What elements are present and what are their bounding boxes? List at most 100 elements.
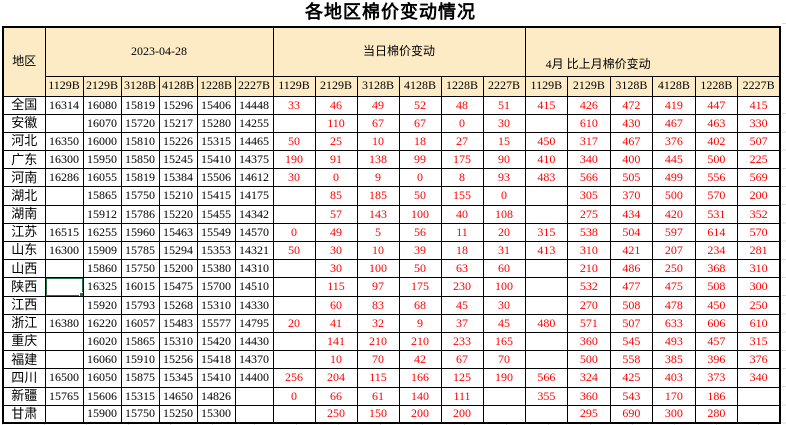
cell-price[interactable]: 15245 [158,150,198,170]
cell-daily[interactable]: 100 [398,204,442,224]
cell-monthly[interactable]: 300 [652,404,696,424]
col-header-2227B[interactable]: 2227B [234,75,274,97]
cell-price[interactable]: 14795 [234,313,274,333]
cell-monthly[interactable]: 606 [694,313,739,333]
cell-daily[interactable]: 49 [356,95,400,115]
cell-monthly[interactable] [524,259,569,279]
cell-monthly[interactable] [737,386,781,406]
cell-daily[interactable]: 30 [272,168,316,188]
cell-monthly[interactable]: 614 [694,222,739,243]
cell-price[interactable]: 14175 [234,186,274,206]
cell-daily[interactable]: 30 [482,295,526,315]
cell-daily[interactable] [272,113,316,133]
cell-monthly[interactable]: 310 [737,259,781,279]
cell-monthly[interactable]: 531 [694,204,739,224]
col-header-1129B[interactable]: 1129B [272,75,316,97]
cell-monthly[interactable]: 305 [567,186,611,206]
cell-price[interactable]: 16060 [82,350,122,370]
cell-daily[interactable]: 175 [440,150,484,170]
cell-price[interactable]: 14330 [234,295,274,315]
cell-price[interactable]: 15786 [120,204,160,224]
cell-monthly[interactable]: 538 [567,222,611,243]
cell-daily[interactable] [272,350,316,370]
cell-daily[interactable]: 70 [356,350,400,370]
cell-monthly[interactable]: 450 [694,295,739,315]
cell-price[interactable]: 15220 [158,204,198,224]
cell-monthly[interactable]: 566 [567,168,611,188]
cell-monthly[interactable]: 430 [609,113,654,133]
cell-daily[interactable]: 200 [398,404,442,424]
cell-monthly[interactable]: 186 [694,386,739,406]
cell-price[interactable]: 15960 [120,222,160,243]
col-header-2129B[interactable]: 2129B [82,75,122,97]
cell-daily[interactable]: 30 [314,240,358,261]
cell-price[interactable]: 15420 [196,331,236,352]
col-header-4128B[interactable]: 4128B [398,75,442,97]
cell-price[interactable]: 14375 [234,150,274,170]
cell-price[interactable]: 15920 [82,295,122,315]
cell-price[interactable]: 14826 [196,386,236,406]
cell-price[interactable]: 16314 [44,95,84,115]
cell-monthly[interactable]: 508 [609,295,654,315]
cell-daily[interactable]: 30 [482,113,526,133]
cell-monthly[interactable]: 690 [609,404,654,424]
cell-price[interactable]: 15860 [82,259,122,279]
cell-monthly[interactable]: 633 [652,313,696,333]
cell-daily[interactable]: 143 [356,204,400,224]
cell-region[interactable]: 河北 [2,131,46,152]
cell-daily[interactable]: 233 [440,331,484,352]
cell-price[interactable]: 15200 [158,259,198,279]
cell-daily[interactable]: 46 [314,95,358,115]
cell-region[interactable]: 安徽 [2,113,46,133]
cell-daily[interactable]: 9 [398,313,442,333]
cell-price[interactable]: 15577 [196,313,236,333]
cell-price[interactable]: 14310 [234,259,274,279]
cell-daily[interactable]: 50 [398,186,442,206]
cell-daily[interactable]: 256 [272,368,316,388]
cell-monthly[interactable]: 445 [652,150,696,170]
cell-price[interactable]: 16020 [82,331,122,352]
cell-price[interactable]: 15506 [196,168,236,188]
cell-price[interactable]: 14612 [234,168,274,188]
cell-region[interactable]: 陕西 [2,277,46,297]
cell-price[interactable]: 15900 [82,404,122,424]
cell-price[interactable] [44,331,84,352]
cell-price[interactable]: 15226 [158,131,198,152]
cell-price[interactable]: 16300 [44,150,84,170]
cell-monthly[interactable]: 480 [524,313,569,333]
cell-daily[interactable]: 0 [314,168,358,188]
cell-daily[interactable]: 100 [356,259,400,279]
cell-daily[interactable]: 60 [314,295,358,315]
date-group-header[interactable]: 2023-04-28 [44,26,274,77]
cell-monthly[interactable] [524,295,569,315]
cell-daily[interactable]: 57 [314,204,358,224]
cell-price[interactable]: 15410 [196,368,236,388]
cell-price[interactable]: 14465 [234,131,274,152]
cell-daily[interactable]: 0 [440,113,484,133]
cell-monthly[interactable]: 507 [609,313,654,333]
cell-monthly[interactable]: 315 [524,222,569,243]
cell-price[interactable]: 15310 [158,331,198,352]
cell-price[interactable]: 15384 [158,168,198,188]
daily-change-group-header[interactable]: 当日棉价变动 [272,26,526,77]
cell-price[interactable]: 16500 [44,368,84,388]
cell-price[interactable]: 15217 [158,113,198,133]
cell-monthly[interactable]: 566 [524,368,569,388]
cell-monthly[interactable] [524,404,569,424]
cell-monthly[interactable]: 486 [609,259,654,279]
cell-daily[interactable]: 11 [440,222,484,243]
cell-price[interactable]: 14370 [234,350,274,370]
cell-price[interactable]: 15300 [196,404,236,424]
cell-region[interactable]: 新疆 [2,386,46,406]
cell-price[interactable]: 14510 [234,277,274,297]
cell-monthly[interactable]: 434 [609,204,654,224]
cell-daily[interactable]: 30 [314,259,358,279]
col-header-1228B[interactable]: 1228B [196,75,236,97]
cell-monthly[interactable]: 170 [652,386,696,406]
cell-daily[interactable]: 67 [398,113,442,133]
cell-daily[interactable]: 25 [314,131,358,152]
cell-daily[interactable]: 45 [482,313,526,333]
cell-price[interactable]: 16515 [44,222,84,243]
cell-monthly[interactable]: 558 [609,350,654,370]
cell-monthly[interactable]: 478 [652,295,696,315]
